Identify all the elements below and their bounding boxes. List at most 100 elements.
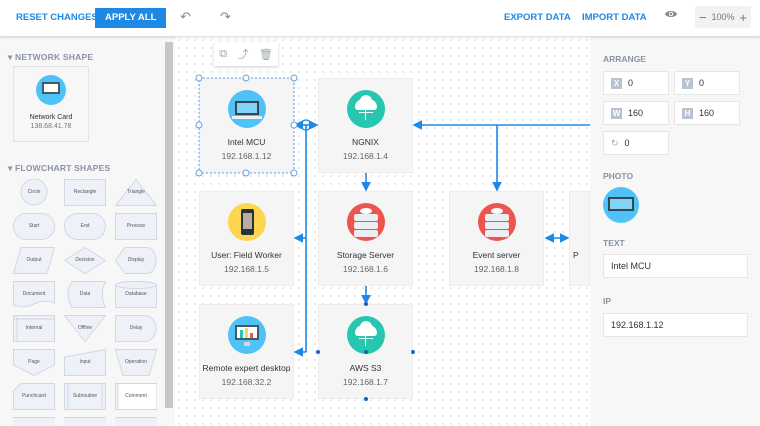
node-name: Intel MCU	[227, 137, 266, 147]
node-ip: 192.168.1.7	[343, 377, 388, 387]
shape-label: Start	[28, 223, 40, 229]
photo-label: PHOTO	[603, 171, 634, 181]
shape-data[interactable]: Data	[64, 281, 106, 308]
copy-icon[interactable]: ⧉	[219, 47, 228, 60]
shape-label: Internal	[25, 325, 43, 331]
export-data-button[interactable]: EXPORT DATA	[504, 12, 571, 23]
h-badge: H	[682, 108, 693, 120]
shape-circle[interactable]: Circle	[13, 179, 55, 206]
shape-label: Page	[28, 359, 40, 365]
shape-offline[interactable]: Offline	[64, 315, 106, 342]
apply-all-button[interactable]: APPLY ALL	[95, 8, 167, 28]
shape-label: Subroutine	[72, 393, 98, 399]
monitor-icon	[227, 316, 266, 354]
network-card-shape[interactable]: Network Card 138.68.41.78	[13, 66, 89, 142]
height-field[interactable]: H 160	[674, 101, 740, 125]
node-remote-expert-desktop[interactable]: Remote expert desktop 192.168.32.2	[199, 304, 294, 399]
node-storage-server[interactable]: Storage Server 192.168.1.6	[318, 191, 413, 286]
laptop-icon	[227, 90, 266, 128]
shape-triangle[interactable]: Triangle	[115, 179, 157, 206]
shape-process[interactable]: Process	[115, 213, 157, 240]
node-name: Remote expert desktop	[202, 363, 291, 373]
phone-icon	[227, 203, 266, 241]
width-field[interactable]: W 160	[603, 101, 669, 125]
shape-rectangle[interactable]: Rectangle	[64, 179, 106, 206]
cloud-icon	[346, 90, 385, 128]
delete-icon[interactable]: 🗑	[258, 48, 273, 61]
shape-label: Delay	[129, 325, 143, 331]
shape-label: Offline	[77, 325, 93, 331]
shape-label: Circle	[27, 189, 41, 195]
node-name: NGNIX	[352, 137, 379, 147]
shape-subroutine[interactable]: Subroutine	[64, 383, 106, 410]
undo-icon[interactable]: ↶	[180, 9, 191, 24]
monitor-icon	[36, 75, 66, 105]
shape-label: Rectangle	[73, 189, 97, 195]
shape-start[interactable]: Start	[13, 213, 55, 240]
network-card-ip: 138.68.41.78	[30, 123, 72, 130]
node-name: AWS S3	[349, 363, 382, 373]
node-name: P	[573, 250, 579, 260]
rotation-value: 0	[624, 138, 630, 148]
zoom-in-button[interactable]: +	[739, 9, 747, 25]
shape-output[interactable]: Output	[13, 247, 55, 274]
connector-icon[interactable]: ⤴	[237, 49, 249, 61]
shape-display[interactable]: Display	[115, 247, 157, 274]
shape-label: End	[80, 223, 90, 229]
node-intel-mcu[interactable]: Intel MCU 192.168.1.12	[199, 78, 294, 173]
node-aws-s3[interactable]: AWS S3 192.168.1.7	[318, 304, 413, 399]
zoom-out-button[interactable]: −	[699, 9, 707, 25]
toolbar: RESET CHANGES APPLY ALL ↶ ↷ EXPORT DATA …	[0, 0, 760, 36]
shape-label: Process	[126, 223, 146, 229]
shape-input[interactable]: Input	[64, 349, 106, 376]
shape-decision[interactable]: Decision	[64, 247, 106, 274]
shape-label: Display	[127, 257, 145, 263]
shape-partial[interactable]	[64, 417, 106, 426]
y-value: 0	[699, 78, 705, 88]
node-ip: 192.168.1.5	[224, 264, 269, 274]
flowchart-shapes-header[interactable]: ▾ FLOWCHART SHAPES	[8, 163, 111, 173]
shape-label: Punchcard	[22, 393, 46, 399]
y-badge: Y	[682, 78, 693, 90]
redo-icon[interactable]: ↷	[220, 9, 231, 24]
shape-delay[interactable]: Delay	[115, 315, 157, 342]
photo-laptop-icon[interactable]	[603, 187, 639, 223]
text-input[interactable]: Intel MCU	[603, 254, 748, 278]
server-icon	[477, 203, 516, 241]
node-ip: 192.168.1.12	[221, 151, 272, 161]
shape-label: Database	[125, 291, 147, 297]
shape-palette: ▾ NETWORK SHAPE Network Card 138.68.41.7…	[0, 36, 175, 426]
ip-input[interactable]: 192.168.1.12	[603, 313, 748, 337]
shape-page[interactable]: Page	[13, 349, 55, 376]
shape-partial[interactable]	[13, 417, 55, 426]
sidebar-scrollbar[interactable]	[165, 42, 173, 408]
cloud-icon	[346, 316, 385, 354]
shape-partial[interactable]	[115, 417, 157, 426]
shape-database[interactable]: Database	[115, 281, 157, 308]
node-ip: 192.168.1.6	[343, 264, 388, 274]
rotation-field[interactable]: ↻ 0	[603, 131, 669, 155]
shape-operation[interactable]: Operation	[115, 349, 157, 376]
node-user-field-worker[interactable]: User: Field Worker 192.168.1.5	[199, 191, 294, 286]
node-name: User: Field Worker	[211, 250, 282, 260]
shape-internal[interactable]: Internal	[13, 315, 55, 342]
shape-label: Decision	[75, 257, 95, 263]
x-badge: X	[611, 78, 622, 90]
shape-document[interactable]: Document	[13, 281, 55, 308]
eye-icon[interactable]	[664, 8, 678, 23]
network-shape-header[interactable]: ▾ NETWORK SHAPE	[8, 52, 94, 62]
node-ngnix[interactable]: NGNIX 192.168.1.4	[318, 78, 413, 173]
reset-changes-button[interactable]: RESET CHANGES	[16, 12, 98, 23]
node-p[interactable]: P	[569, 191, 590, 286]
shape-punchcard[interactable]: Punchcard	[13, 383, 55, 410]
shape-label: Operation	[125, 359, 147, 365]
shape-end[interactable]: End	[64, 213, 106, 240]
node-event-server[interactable]: Event server 192.168.1.8	[449, 191, 544, 286]
shape-comment[interactable]: Comment	[115, 383, 157, 410]
node-name: Event server	[472, 250, 521, 260]
node-ip: 192.168.1.8	[474, 264, 519, 274]
node-ip: 192.168.1.4	[343, 151, 388, 161]
import-data-button[interactable]: IMPORT DATA	[582, 12, 647, 23]
